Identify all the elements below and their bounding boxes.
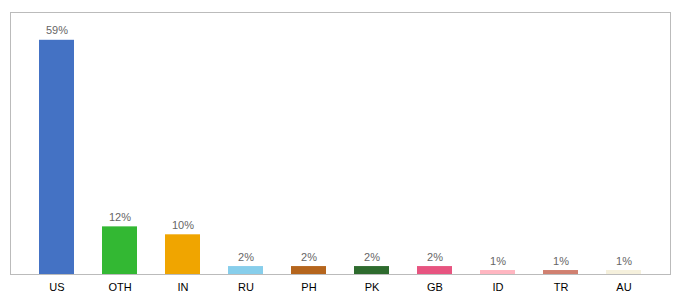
svg-text:2%: 2% [364, 251, 380, 263]
svg-text:US: US [49, 281, 64, 293]
svg-text:10%: 10% [172, 219, 194, 231]
svg-text:PH: PH [301, 281, 316, 293]
svg-text:1%: 1% [616, 255, 632, 267]
svg-text:TR: TR [554, 281, 569, 293]
svg-text:AU: AU [616, 281, 631, 293]
svg-text:IN: IN [178, 281, 189, 293]
svg-text:59%: 59% [46, 24, 68, 36]
svg-text:PK: PK [365, 281, 380, 293]
svg-text:12%: 12% [109, 211, 131, 223]
svg-text:ID: ID [493, 281, 504, 293]
svg-text:1%: 1% [490, 255, 506, 267]
svg-text:2%: 2% [427, 251, 443, 263]
svg-text:2%: 2% [238, 251, 254, 263]
svg-text:GB: GB [427, 281, 443, 293]
svg-text:RU: RU [238, 281, 254, 293]
svg-text:2%: 2% [301, 251, 317, 263]
svg-text:1%: 1% [553, 255, 569, 267]
svg-text:OTH: OTH [108, 281, 131, 293]
